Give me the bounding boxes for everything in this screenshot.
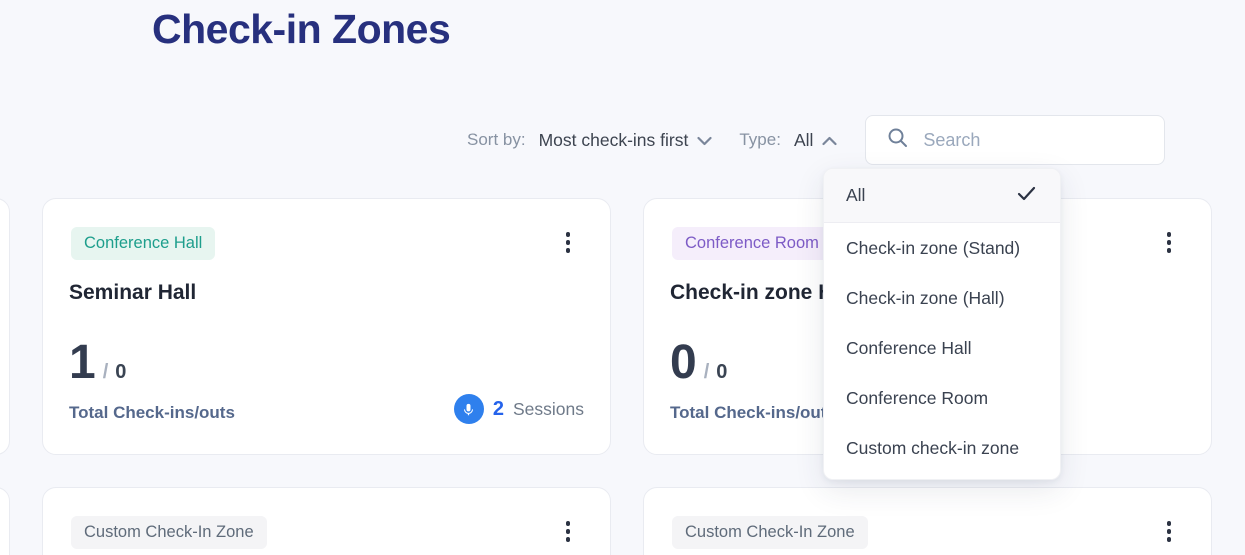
page-title: Check-in Zones	[152, 6, 451, 52]
sessions-indicator: 2 Sessions	[453, 394, 584, 424]
stat-label: Total Check-ins/outs	[69, 403, 235, 422]
menu-item-conference-room[interactable]: Conference Room	[824, 373, 1060, 423]
sessions-label: Sessions	[512, 398, 584, 419]
type-label: Type:	[739, 130, 781, 149]
sort-by-dropdown[interactable]: Most check-ins first	[539, 130, 713, 151]
zone-card-custom[interactable]: Custom Check-In Zone	[42, 487, 611, 555]
zone-title: Seminar Hall	[69, 281, 197, 304]
partial-zone-card[interactable]	[0, 198, 10, 455]
microphone-icon	[453, 394, 484, 424]
kebab-menu-button[interactable]	[562, 228, 575, 257]
menu-item-label: All	[846, 185, 866, 205]
kebab-menu-button[interactable]	[562, 517, 575, 546]
sort-by-label: Sort by:	[467, 130, 526, 149]
menu-item-custom-checkin-zone[interactable]: Custom check-in zone	[824, 423, 1060, 473]
type-value: All	[793, 129, 814, 150]
menu-item-label: Check-in zone (Stand)	[846, 237, 1021, 258]
menu-item-checkin-zone-stand[interactable]: Check-in zone (Stand)	[824, 223, 1060, 273]
toolbar: Sort by: Most check-ins first Type: All	[467, 115, 1166, 165]
checkouts-count: 0	[716, 361, 728, 383]
menu-item-label: Check-in zone (Hall)	[846, 287, 1005, 308]
chevron-down-icon	[697, 130, 712, 151]
zone-card-seminar-hall[interactable]: Conference Hall Seminar Hall 1 / 0 Total…	[42, 198, 611, 455]
zone-title: Check-in zone H	[670, 281, 834, 304]
sort-by-value: Most check-ins first	[538, 129, 689, 150]
checkins-count: 0	[670, 336, 697, 389]
checkouts-count: 0	[115, 361, 127, 383]
checkin-stats: 1 / 0	[69, 336, 127, 390]
menu-item-conference-hall[interactable]: Conference Hall	[824, 323, 1060, 373]
zone-type-badge: Custom Check-In Zone	[71, 516, 267, 549]
kebab-menu-button[interactable]	[1163, 517, 1176, 546]
check-icon	[1017, 185, 1036, 206]
type-dropdown[interactable]: All	[794, 130, 837, 151]
menu-item-label: Conference Hall	[846, 337, 972, 358]
type-dropdown-menu: All Check-in zone (Stand) Check-in zone …	[823, 168, 1061, 480]
search-box[interactable]	[865, 115, 1166, 165]
menu-item-label: Custom check-in zone	[846, 437, 1020, 458]
checkin-stats: 0 / 0	[670, 336, 728, 390]
menu-item-all[interactable]: All	[824, 169, 1060, 223]
stat-separator: /	[102, 361, 109, 383]
search-input[interactable]	[923, 129, 1154, 151]
stat-separator: /	[703, 361, 710, 383]
search-icon	[887, 127, 908, 153]
zone-card-custom[interactable]: Custom Check-In Zone	[643, 487, 1212, 555]
kebab-menu-button[interactable]	[1163, 228, 1176, 257]
zone-type-badge: Custom Check-In Zone	[672, 516, 868, 549]
sessions-count: 2	[492, 397, 504, 420]
menu-item-label: Conference Room	[846, 387, 989, 408]
partial-zone-card[interactable]	[0, 487, 10, 555]
checkins-count: 1	[69, 336, 96, 389]
zone-type-badge: Conference Room	[672, 227, 832, 260]
menu-item-checkin-zone-hall[interactable]: Check-in zone (Hall)	[824, 273, 1060, 323]
chevron-up-icon	[822, 130, 837, 151]
zone-type-badge: Conference Hall	[71, 227, 216, 260]
stat-label: Total Check-ins/outs	[670, 403, 836, 422]
